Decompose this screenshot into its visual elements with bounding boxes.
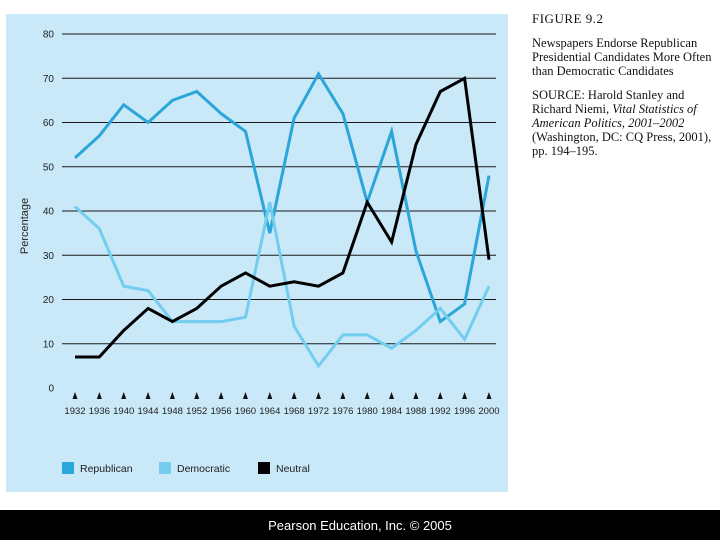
x-tick-marker-1944 <box>145 392 151 399</box>
y-tick-label-50: 50 <box>43 162 55 173</box>
y-tick-label-60: 60 <box>43 118 55 129</box>
y-tick-label-80: 80 <box>43 30 55 41</box>
y-tick-label-0: 0 <box>48 384 54 395</box>
x-tick-label-1992: 1992 <box>430 406 451 417</box>
x-tick-label-1976: 1976 <box>332 406 353 417</box>
x-tick-label-1936: 1936 <box>89 406 110 417</box>
x-tick-label-1968: 1968 <box>284 406 305 417</box>
x-tick-label-2000: 2000 <box>478 406 499 417</box>
legend-label-neutral: Neutral <box>276 463 310 475</box>
chart-panel: 0 10 20 30 40 50 60 70 80 1932 1936 1940 1944 1948 19… <box>6 14 508 492</box>
figure-source: SOURCE: Harold Stanley and Richard Niemi… <box>532 88 717 158</box>
x-tick-label-1988: 1988 <box>405 406 426 417</box>
x-tick-label-1960: 1960 <box>235 406 256 417</box>
x-tick-marker-1956 <box>218 392 224 399</box>
x-tick-label-1972: 1972 <box>308 406 329 417</box>
x-tick-label-1932: 1932 <box>64 406 85 417</box>
x-tick-label-1980: 1980 <box>357 406 378 417</box>
x-tick-marker-1952 <box>194 392 200 399</box>
x-tick-marker-1968 <box>291 392 297 399</box>
x-tick-marker-1948 <box>169 392 175 399</box>
x-tick-label-1984: 1984 <box>381 406 402 417</box>
y-tick-label-70: 70 <box>43 74 55 85</box>
source-publication: (Washington, DC: CQ Press, 2001), pp. 19… <box>532 130 712 158</box>
x-tick-label-1956: 1956 <box>211 406 232 417</box>
y-tick-label-30: 30 <box>43 251 55 262</box>
x-tick-marker-1972 <box>316 392 321 399</box>
x-tick-marker-1932 <box>72 392 78 399</box>
x-tick-marker-1988 <box>413 392 419 399</box>
x-tick-marker-1964 <box>267 392 273 399</box>
x-tick-marker-1960 <box>242 392 248 399</box>
x-tick-label-1944: 1944 <box>137 406 158 417</box>
source-authors: Harold Stanley and Richard Niemi, <box>532 88 685 116</box>
footer-copyright: Pearson Education, Inc. © 2005 <box>268 517 452 533</box>
source-label: SOURCE: <box>532 88 585 102</box>
series-line-neutral <box>75 75 491 359</box>
legend-label-republican: Republican <box>80 463 133 475</box>
y-tick-label-40: 40 <box>43 207 55 218</box>
x-tick-marker-1976 <box>340 392 346 399</box>
legend-swatch-democratic <box>159 462 171 474</box>
figure-description: Newspapers Endorse Republican Presidenti… <box>532 36 712 78</box>
y-tick-label-20: 20 <box>43 295 55 306</box>
x-tick-marker-1936 <box>96 392 102 399</box>
series-line-republican <box>73 70 491 325</box>
x-tick-label-1996: 1996 <box>454 406 475 417</box>
footer-bar: Pearson Education, Inc. © 2005 <box>0 510 720 540</box>
x-tick-marker-1980 <box>364 392 370 399</box>
x-tick-marker-1992 <box>437 392 443 399</box>
x-tick-marker-2000 <box>486 392 492 399</box>
x-tick-label-1940: 1940 <box>113 406 134 417</box>
legend-label-democratic: Democratic <box>177 463 230 475</box>
y-tick-label-10: 10 <box>43 339 55 350</box>
x-tick-marker-1984 <box>389 392 395 399</box>
figure-caption: FIGURE 9.2 Newspapers Endorse Republican… <box>532 11 717 159</box>
legend-swatch-republican <box>62 462 74 474</box>
y-axis-title: Percentage <box>19 198 31 254</box>
figure-label: FIGURE 9.2 <box>532 11 604 26</box>
x-tick-label-1948: 1948 <box>162 406 183 417</box>
x-tick-marker-1940 <box>121 392 127 399</box>
x-tick-marker-1996 <box>462 392 468 399</box>
series-line-democratic <box>73 201 491 369</box>
source-title: Vital Statistics of American Politics, 2… <box>532 102 697 130</box>
x-tick-label-1964: 1964 <box>259 406 280 417</box>
legend-swatch-neutral <box>258 462 270 474</box>
x-tick-label-1952: 1952 <box>186 406 207 417</box>
